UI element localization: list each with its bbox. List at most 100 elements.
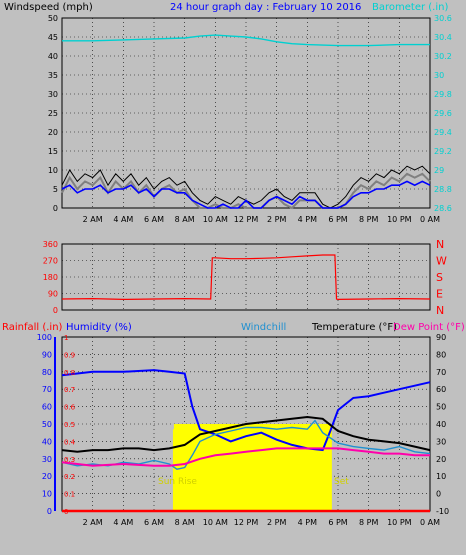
rainfall-tick-9: 0.9 [64, 351, 75, 359]
direction-tick-2: 180 [43, 273, 58, 282]
compass-label-1: E [436, 288, 443, 301]
barometer-tick-5: 29.6 [434, 109, 452, 118]
temperature-tick-labels: -10 0 10 20 30 40 50 60 70 80 90 [436, 333, 449, 516]
barometer-tick-4: 29.4 [434, 128, 452, 137]
rainfall-tick-1: 0.1 [64, 491, 75, 499]
wind-x-tick-2: 6 AM [144, 215, 164, 224]
rainfall-tick-0: 0 [64, 508, 68, 516]
wind-direction-line [61, 254, 431, 301]
windspeed-tick-9: 45 [48, 33, 58, 42]
wind-x-tick-1: 4 AM [113, 215, 133, 224]
rainfall-tick-labels: 0 0.1 0.2 0.3 0.4 0.5 0.6 0.7 0.8 0.9 1 [64, 334, 76, 516]
barometer-tick-3: 29.2 [434, 147, 452, 156]
windspeed-tick-10: 50 [48, 14, 58, 23]
temperature-tick-7: 60 [436, 385, 446, 394]
direction-tick-labels: 0 90 180 270 360 [43, 240, 58, 315]
windspeed-tick-6: 30 [48, 90, 58, 99]
temperature-x-tick-6: 2 PM [267, 518, 286, 527]
wind-x-tick-8: 6 PM [328, 215, 347, 224]
direction-series [61, 254, 431, 301]
barometer-tick-8: 30.2 [434, 52, 452, 61]
rainfall-tick-6: 0.6 [64, 404, 76, 412]
humidity-tick-8: 80 [42, 368, 52, 377]
wind-x-tick-11: 0 AM [420, 215, 440, 224]
rainfall-tick-7: 0.7 [64, 386, 75, 394]
barometer-tick-1: 28.8 [434, 185, 452, 194]
temperature-x-tick-5: 12 PM [234, 518, 259, 527]
rainfall-tick-5: 0.5 [64, 421, 75, 429]
compass-label-2: S [436, 271, 443, 284]
wind-x-tick-6: 2 PM [267, 215, 286, 224]
humidity-tick-5: 50 [42, 420, 52, 429]
humidity-tick-labels: 0 10 20 30 40 50 60 70 80 90 100 [37, 333, 52, 516]
wind-x-tick-5: 12 PM [234, 215, 259, 224]
sunset-label: Set [334, 477, 349, 487]
windspeed-tick-7: 35 [48, 71, 58, 80]
humidity-line [61, 369, 431, 452]
temperature-tick-4: 30 [436, 437, 446, 446]
windspeed-tick-0: 0 [53, 204, 58, 213]
panel-direction-grid [62, 243, 430, 311]
temperature-series [61, 369, 431, 513]
windspeed-tick-5: 25 [48, 109, 58, 118]
graph-title: 24 hour graph day : February 10 2016 [170, 2, 361, 13]
barometer-tick-labels: 28.6 28.8 29 29.2 29.4 29.6 29.8 30 30.2 30.4 30.6 [434, 14, 452, 213]
temperature-tick-6: 50 [436, 403, 446, 412]
temperature-tick-0: -10 [436, 507, 449, 516]
temperature-tick-2: 10 [436, 472, 446, 481]
rainfall-tick-8: 0.8 [64, 369, 75, 377]
dewpoint-line [61, 447, 430, 467]
temperature-tick-8: 70 [436, 368, 446, 377]
wind-x-tick-0: 2 AM [83, 215, 103, 224]
dewpoint-axis-label: Dew Point (°F) [393, 322, 465, 333]
windchill-axis-label: Windchill [241, 322, 286, 333]
windspeed-tick-4: 20 [48, 128, 58, 137]
barometer-tick-7: 30 [434, 71, 444, 80]
humidity-tick-6: 60 [42, 403, 52, 412]
wind-x-tick-labels: 2 AM 4 AM 6 AM 8 AM 10 AM 12 PM 2 PM 4 PM 6 PM 8 … [83, 215, 440, 224]
temperature-x-tick-11: 0 AM [420, 518, 440, 527]
windspeed-tick-1: 5 [53, 185, 58, 194]
humidity-tick-4: 40 [42, 437, 52, 446]
rainfall-tick-2: 0.2 [64, 473, 75, 481]
rainfall-axis-label: Rainfall (.in) [2, 322, 63, 333]
wind-x-tick-4: 10 AM [203, 215, 228, 224]
temperature-tick-3: 20 [436, 455, 446, 464]
wind-x-tick-9: 8 PM [359, 215, 378, 224]
barometer-line [62, 34, 430, 47]
direction-tick-0: 0 [53, 306, 58, 315]
temperature-x-tick-10: 10 PM [387, 518, 412, 527]
wind-x-tick-3: 8 AM [175, 215, 195, 224]
barometer-axis-label: Barometer (.in) [372, 2, 448, 13]
temperature-line [61, 415, 431, 453]
temperature-x-tick-4: 10 AM [203, 518, 228, 527]
barometer-tick-6: 29.8 [434, 90, 452, 99]
windspeed-tick-labels: 0 5 10 15 20 25 30 35 40 45 50 [48, 14, 58, 213]
humidity-tick-9: 90 [42, 350, 52, 359]
barometer-tick-0: 28.6 [434, 204, 452, 213]
humidity-tick-7: 70 [42, 385, 52, 394]
compass-label-4: N [436, 238, 444, 251]
humidity-tick-3: 30 [42, 455, 52, 464]
barometer-tick-2: 29 [434, 166, 444, 175]
windspeed-tick-2: 10 [48, 166, 58, 175]
wind-average-line [61, 180, 431, 209]
humidity-tick-0: 0 [47, 507, 52, 516]
temperature-x-tick-3: 8 AM [175, 518, 195, 527]
temperature-x-tick-2: 6 AM [144, 518, 164, 527]
temperature-x-tick-7: 4 PM [298, 518, 317, 527]
daylight-area [173, 424, 332, 511]
temperature-tick-10: 90 [436, 333, 446, 342]
rainfall-tick-4: 0.4 [64, 438, 76, 446]
windchill-line [61, 419, 431, 470]
compass-label-0: N [436, 304, 444, 317]
temperature-x-tick-8: 6 PM [328, 518, 347, 527]
wind-x-tick-7: 4 PM [298, 215, 317, 224]
temperature-tick-9: 80 [436, 350, 446, 359]
temperature-x-tick-0: 2 AM [83, 518, 103, 527]
rainfall-tick-3: 0.3 [64, 456, 75, 464]
wind-baro-series [61, 34, 431, 210]
wind-x-tick-10: 10 PM [387, 215, 412, 224]
